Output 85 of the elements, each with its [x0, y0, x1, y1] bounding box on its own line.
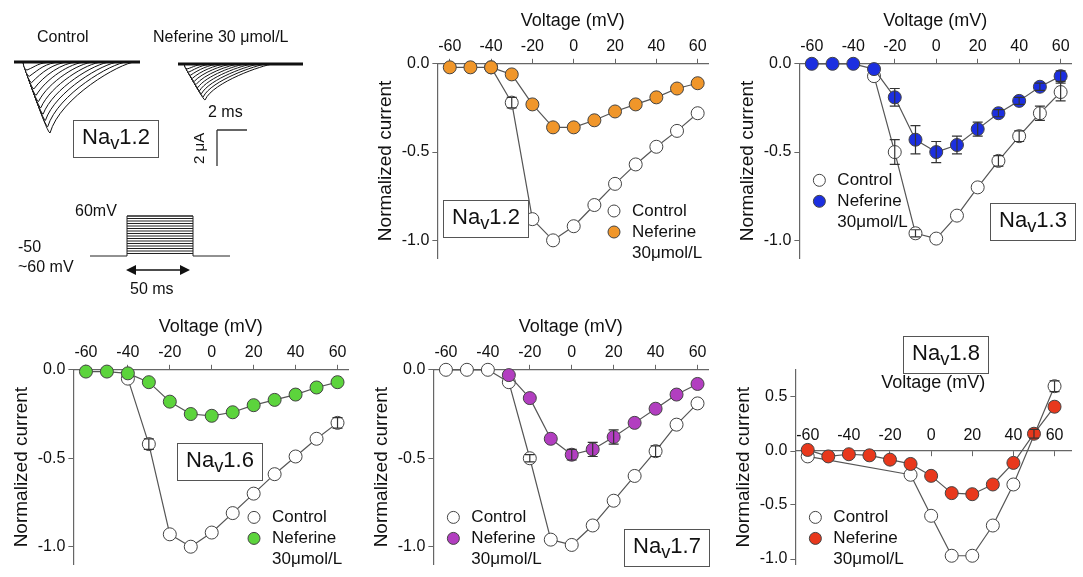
x-tick-label: 60 [1051, 36, 1070, 54]
annotation: Na$_{v}$1.3 [990, 203, 1076, 242]
x-tick-label: -20 [518, 342, 542, 360]
text: 2 μA [190, 132, 207, 164]
y-tick-label: -0.5 [37, 448, 66, 466]
x-axis-title: Voltage (mV) [881, 371, 986, 392]
legend-label: Control [833, 507, 889, 527]
text: Neferine 30 μmol/L [153, 28, 289, 46]
x-tick-label: 0 [569, 36, 579, 54]
y-tick-label: -1.0 [759, 549, 788, 567]
x-tick-label: -20 [878, 426, 902, 444]
x-tick-label: 60 [1045, 426, 1064, 444]
y-tick-label: -0.5 [401, 142, 430, 160]
x-tick-label: 40 [646, 342, 665, 360]
x-tick-label: 40 [1004, 426, 1023, 444]
text: 50 ms [130, 280, 174, 298]
x-tick-label: 40 [1010, 36, 1029, 54]
x-axis-title: Voltage (mV) [158, 315, 263, 336]
x-tick-label: -40 [837, 426, 861, 444]
y-tick-label: -0.5 [397, 448, 426, 466]
legend-label: Control [471, 507, 527, 527]
x-tick-label: 20 [606, 36, 625, 54]
x-tick-label: 0 [931, 36, 941, 54]
x-tick-label: -40 [841, 36, 865, 54]
x-tick-label: -20 [520, 36, 545, 54]
legend-label: Neferine 30μmol/L [632, 221, 703, 262]
x-tick-label: 20 [963, 426, 982, 444]
x-tick-label: -20 [158, 342, 182, 360]
y-tick-label: -1.0 [401, 230, 430, 248]
x-tick-label: -60 [438, 36, 462, 54]
y-tick-label: -1.0 [37, 537, 66, 555]
legend-label: Neferine 30μmol/L [837, 191, 908, 232]
x-tick-label: 20 [604, 342, 623, 360]
text: 2 ms [208, 103, 243, 121]
legend-label: Control [837, 170, 893, 190]
text: Na$_{v}$1.2 [73, 120, 159, 159]
legend-label: Neferine 30μmol/L [833, 528, 904, 569]
annotation: Na$_{v}$1.2 [443, 200, 529, 239]
y-tick-label: 0.0 [769, 54, 792, 72]
y-tick-label: 0.0 [403, 360, 426, 378]
x-tick-label: -60 [74, 342, 98, 360]
y-axis-title: Normalized current [369, 386, 391, 548]
x-tick-label: 60 [688, 36, 707, 54]
x-tick-label: 20 [968, 36, 987, 54]
y-tick-label: 0.5 [765, 387, 788, 405]
x-tick-label: 40 [647, 36, 666, 54]
x-tick-label: -40 [116, 342, 140, 360]
y-tick-label: -1.0 [763, 230, 792, 248]
x-tick-label: -60 [434, 342, 458, 360]
legend-label: Neferine 30μmol/L [471, 528, 542, 569]
x-tick-label: 20 [244, 342, 263, 360]
text: -50 [18, 238, 42, 256]
y-axis-title: Normalized current [373, 79, 395, 242]
x-axis-title: Voltage (mV) [518, 315, 623, 336]
x-tick-label: -60 [796, 426, 820, 444]
annotation: Na$_{v}$1.8 [912, 340, 980, 370]
text: Control [37, 28, 89, 46]
legend-label: Control [272, 507, 327, 527]
annotation: Na$_{v}$1.7 [624, 529, 710, 568]
x-tick-label: 60 [688, 342, 707, 360]
text: ~60 mV [18, 258, 74, 276]
x-axis-title: Voltage (mV) [520, 9, 625, 30]
x-tick-label: -20 [883, 36, 907, 54]
y-axis-title: Normalized current [731, 386, 753, 548]
legend-label: Control [632, 200, 687, 220]
x-tick-label: -40 [476, 342, 500, 360]
text: 60mV [75, 202, 117, 220]
y-axis-title: Normalized current [735, 79, 757, 242]
y-tick-label: -1.0 [397, 537, 426, 555]
x-tick-label: -60 [800, 36, 824, 54]
y-tick-label: -0.5 [759, 495, 788, 513]
x-tick-label: 60 [328, 342, 347, 360]
x-tick-label: 0 [926, 426, 936, 444]
annotation: Na$_{v}$1.6 [177, 443, 263, 482]
x-tick-label: 40 [286, 342, 305, 360]
x-tick-label: 0 [207, 342, 217, 360]
y-tick-label: -0.5 [763, 142, 792, 160]
x-tick-label: 0 [567, 342, 577, 360]
y-tick-label: 0.0 [407, 54, 430, 72]
x-tick-label: -40 [479, 36, 503, 54]
x-axis-title: Voltage (mV) [883, 9, 988, 30]
y-tick-label: 0.0 [765, 441, 788, 459]
y-axis-title: Normalized current [9, 386, 31, 548]
legend-label: Neferine 30μmol/L [272, 528, 343, 569]
y-tick-label: 0.0 [43, 360, 66, 378]
